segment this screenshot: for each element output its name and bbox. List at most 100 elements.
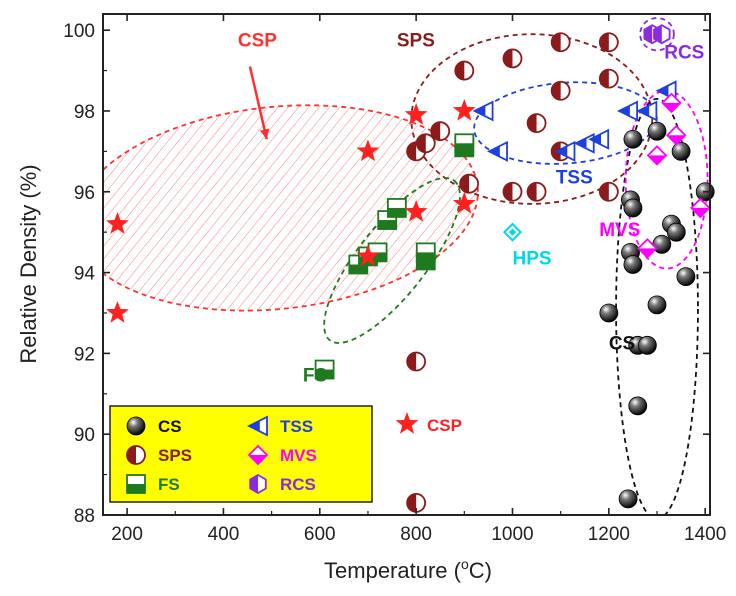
annotation-cs: CS <box>609 333 635 354</box>
point-sps <box>550 32 571 53</box>
point-sps <box>598 181 619 202</box>
points-layer <box>106 24 715 513</box>
legend-marker-fs <box>126 474 146 494</box>
legend-marker-csp <box>395 412 419 434</box>
point-mvs <box>690 197 711 219</box>
region-fs <box>323 177 461 344</box>
point-cs <box>618 489 638 509</box>
y-tick-label: 98 <box>74 102 95 123</box>
annotation-mvs: MVS <box>599 220 640 241</box>
y-axis-label: Relative Density (%) <box>16 164 41 363</box>
annotation-fs: FS <box>303 366 327 387</box>
legend-marker-tss <box>246 415 268 437</box>
csp-arrow-head <box>259 128 270 140</box>
annotation-hps: HPS <box>512 249 551 270</box>
plot-frame <box>102 13 711 516</box>
point-fs <box>454 133 475 154</box>
point-sps <box>430 121 451 142</box>
annotation-tss: TSS <box>556 168 593 189</box>
point-cs <box>623 255 643 274</box>
point-rcs <box>653 24 671 45</box>
y-tick-label: 88 <box>74 506 95 527</box>
legend-marker-mvs <box>247 444 269 466</box>
point-csp <box>452 98 476 121</box>
y-tick-label: 96 <box>74 183 95 204</box>
legend-marker-rcs <box>249 473 267 495</box>
point-tss <box>573 132 595 154</box>
point-sps <box>598 68 619 89</box>
legend-label-rcs: RCS <box>280 475 316 494</box>
point-sps <box>598 32 619 53</box>
y-tick-label: 100 <box>63 21 95 42</box>
point-tss <box>636 100 658 122</box>
tick-labels: 200 400 600 800 1000 1200 1400 88 90 92 94 96 98 100 <box>63 21 726 545</box>
legend: CS TSS SPS MVS FS RCS <box>109 405 373 503</box>
point-fs <box>415 242 436 263</box>
point-sps <box>550 80 571 101</box>
point-cs <box>652 234 672 254</box>
point-sps <box>502 181 523 202</box>
point-mvs <box>661 92 682 114</box>
point-sps <box>526 181 547 202</box>
point-mvs <box>666 124 687 146</box>
point-sps <box>406 351 427 372</box>
point-sps <box>526 113 547 133</box>
region-csp <box>103 104 479 312</box>
point-tss <box>588 128 610 150</box>
x-tick-label: 800 <box>400 524 432 545</box>
point-csp <box>404 103 428 125</box>
point-tss <box>617 100 639 122</box>
x-tick-label: 1200 <box>588 524 630 545</box>
point-csp <box>106 212 129 234</box>
point-csp <box>106 300 129 323</box>
point-sps <box>459 173 480 194</box>
point-cs <box>676 267 696 287</box>
x-tick-label: 400 <box>208 524 240 545</box>
point-sps <box>415 133 436 154</box>
x-axis-label: Temperature (oC) <box>324 556 492 583</box>
annotation-rcs: RCS <box>664 42 704 63</box>
point-tss <box>487 140 508 162</box>
legend-marker-sps <box>126 445 146 465</box>
point-cs <box>628 396 648 416</box>
point-cs <box>599 303 619 323</box>
legend-label-cs: CS <box>158 417 182 436</box>
point-csp <box>356 244 380 267</box>
point-mvs <box>637 238 658 259</box>
point-cs <box>671 141 691 161</box>
x-tick-label: 1400 <box>684 524 726 545</box>
legend-label-csp: CSP <box>427 416 462 435</box>
point-cs <box>647 295 667 315</box>
point-hps <box>502 222 522 242</box>
legend-marker-cs <box>126 416 146 436</box>
axis-ticks <box>103 14 710 516</box>
annotation-csp: CSP <box>238 30 277 51</box>
region-rcs <box>639 17 675 52</box>
point-cs <box>637 335 657 355</box>
annotation-sps: SPS <box>397 30 435 51</box>
legend-label-tss: TSS <box>280 417 313 436</box>
region-cs <box>615 98 699 515</box>
point-csp <box>404 199 428 222</box>
x-tick-label: 1000 <box>491 524 533 545</box>
point-sps <box>502 48 523 69</box>
legend-label-mvs: MVS <box>280 446 317 465</box>
y-tick-label: 90 <box>74 425 95 446</box>
y-tick-label: 94 <box>74 264 96 285</box>
point-fs <box>386 198 407 218</box>
point-fs <box>314 359 335 380</box>
x-tick-label: 600 <box>304 524 336 545</box>
csp-arrow <box>248 66 269 140</box>
legend-label-fs: FS <box>158 475 180 494</box>
legend-box <box>109 405 373 503</box>
point-tss <box>472 100 494 122</box>
x-tick-label: 200 <box>111 524 143 545</box>
point-cs <box>666 222 686 242</box>
annotations-layer: CSP SPS TSS HPS MVS RCS CS FS <box>238 30 704 386</box>
outside-legend: CSP <box>395 412 462 435</box>
point-cs <box>623 198 643 218</box>
point-sps <box>454 60 475 81</box>
point-tss <box>554 140 576 162</box>
point-mvs <box>646 145 668 166</box>
